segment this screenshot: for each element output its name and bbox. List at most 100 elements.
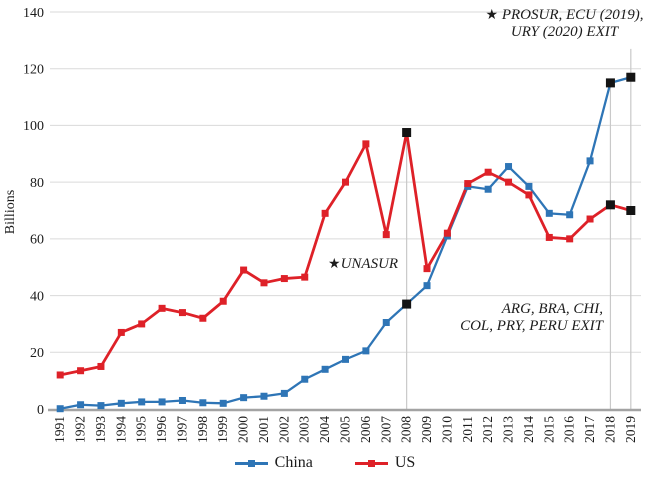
annotation-exit-line1: ARG, BRA, CHI, bbox=[501, 301, 603, 317]
series-line-us bbox=[59, 131, 632, 377]
annotation-prosur-line2: URY (2020) EXIT bbox=[510, 24, 619, 40]
annotation-unasur-label: UNASUR bbox=[340, 256, 399, 272]
highlight-marker-china-2019 bbox=[626, 72, 636, 82]
x-tick-2015: 2015 bbox=[541, 416, 556, 443]
x-tick-2019: 2019 bbox=[623, 416, 638, 443]
x-tick-1996: 1996 bbox=[154, 416, 169, 443]
star-icon: ★ bbox=[485, 8, 499, 23]
legend-item-china: China bbox=[234, 454, 313, 472]
marker-china-1994 bbox=[117, 399, 125, 407]
x-tick-1998: 1998 bbox=[195, 416, 210, 443]
marker-us-2010 bbox=[443, 229, 451, 237]
y-tick-120: 120 bbox=[23, 63, 44, 78]
x-tick-2001: 2001 bbox=[256, 416, 271, 443]
marker-us-2002 bbox=[280, 275, 288, 283]
x-tick-1999: 1999 bbox=[215, 416, 230, 443]
y-tick-100: 100 bbox=[23, 119, 44, 134]
marker-us-2017 bbox=[586, 215, 594, 223]
marker-china-2003 bbox=[301, 375, 309, 383]
marker-us-2006 bbox=[362, 140, 370, 148]
x-tick-2018: 2018 bbox=[602, 416, 617, 443]
marker-china-2015 bbox=[545, 209, 553, 217]
x-tick-2002: 2002 bbox=[276, 416, 291, 443]
marker-us-2011 bbox=[464, 180, 472, 188]
x-tick-1994: 1994 bbox=[113, 416, 128, 443]
marker-china-1997 bbox=[178, 396, 186, 404]
marker-us-2009 bbox=[423, 265, 431, 273]
marker-china-2007 bbox=[382, 319, 390, 327]
x-tick-2017: 2017 bbox=[582, 416, 597, 443]
y-tick-80: 80 bbox=[30, 176, 44, 191]
us-line-marker-icon bbox=[354, 459, 388, 468]
marker-china-2017 bbox=[586, 157, 594, 165]
marker-us-2007 bbox=[382, 231, 390, 239]
marker-china-2001 bbox=[260, 392, 268, 400]
x-tick-1995: 1995 bbox=[134, 416, 149, 443]
marker-us-2003 bbox=[301, 273, 309, 281]
marker-us-2012 bbox=[484, 168, 492, 176]
marker-china-1993 bbox=[97, 402, 105, 410]
x-tick-2010: 2010 bbox=[439, 416, 454, 443]
marker-us-2015 bbox=[545, 233, 553, 241]
marker-us-1997 bbox=[178, 309, 186, 317]
star-icon: ★ bbox=[328, 257, 341, 272]
marker-us-1994 bbox=[117, 328, 125, 336]
x-tick-1992: 1992 bbox=[73, 416, 88, 443]
x-tick-2016: 2016 bbox=[562, 416, 577, 443]
marker-china-2000 bbox=[240, 394, 248, 402]
legend-label-china: China bbox=[274, 454, 313, 471]
marker-us-1991 bbox=[56, 371, 64, 379]
x-tick-1991: 1991 bbox=[52, 416, 67, 443]
x-tick-2012: 2012 bbox=[480, 416, 495, 443]
highlight-marker-us-2019 bbox=[626, 206, 636, 215]
legend: China US bbox=[0, 454, 650, 472]
x-tick-2007: 2007 bbox=[378, 416, 393, 443]
marker-china-2004 bbox=[321, 365, 329, 373]
annotation-prosur-exit: ★ PROSUR, ECU (2019), URY (2020) EXIT bbox=[479, 7, 650, 41]
annotation-prosur-line1: PROSUR, ECU (2019), bbox=[501, 7, 644, 23]
marker-us-2013 bbox=[505, 178, 513, 186]
highlight-marker-china-2008 bbox=[402, 299, 412, 309]
marker-china-1991 bbox=[56, 405, 64, 413]
china-line-marker-icon bbox=[234, 459, 268, 468]
marker-china-2005 bbox=[342, 355, 349, 363]
marker-us-2000 bbox=[240, 266, 248, 274]
annotation-unasur: ★UNASUR bbox=[328, 256, 398, 273]
marker-us-1995 bbox=[138, 320, 146, 328]
marker-china-2016 bbox=[566, 211, 574, 219]
marker-china-2013 bbox=[505, 163, 513, 171]
x-tick-2004: 2004 bbox=[317, 416, 332, 443]
x-tick-2013: 2013 bbox=[501, 416, 516, 443]
marker-china-1995 bbox=[138, 398, 146, 406]
marker-us-1998 bbox=[199, 314, 207, 322]
marker-china-1996 bbox=[158, 398, 166, 406]
x-tick-1997: 1997 bbox=[174, 416, 189, 443]
marker-us-1996 bbox=[158, 304, 166, 312]
marker-us-2005 bbox=[342, 178, 349, 186]
y-tick-140: 140 bbox=[23, 6, 44, 21]
x-tick-2000: 2000 bbox=[236, 416, 251, 443]
marker-china-2006 bbox=[362, 347, 370, 355]
x-tick-2011: 2011 bbox=[460, 416, 475, 443]
marker-china-2014 bbox=[525, 182, 533, 190]
marker-us-2004 bbox=[321, 209, 329, 217]
marker-us-2001 bbox=[260, 279, 268, 287]
x-tick-2005: 2005 bbox=[338, 416, 353, 443]
marker-china-1998 bbox=[199, 399, 207, 407]
marker-us-2014 bbox=[525, 191, 533, 199]
marker-china-2012 bbox=[484, 185, 492, 193]
marker-china-1992 bbox=[77, 401, 85, 409]
y-tick-60: 60 bbox=[30, 233, 44, 248]
annotation-members-exit: ARG, BRA, CHI, COL, PRY, PERU EXIT bbox=[420, 301, 603, 334]
highlight-marker-us-2018 bbox=[605, 200, 615, 210]
marker-china-2009 bbox=[423, 282, 431, 290]
highlight-marker-us-2008 bbox=[402, 128, 412, 138]
highlight-marker-china-2018 bbox=[605, 78, 615, 88]
legend-item-us: US bbox=[354, 454, 415, 472]
x-tick-2006: 2006 bbox=[358, 416, 373, 443]
annotation-exit-line2: COL, PRY, PERU EXIT bbox=[460, 317, 603, 334]
marker-us-2016 bbox=[566, 235, 574, 243]
y-tick-0: 0 bbox=[37, 403, 44, 418]
